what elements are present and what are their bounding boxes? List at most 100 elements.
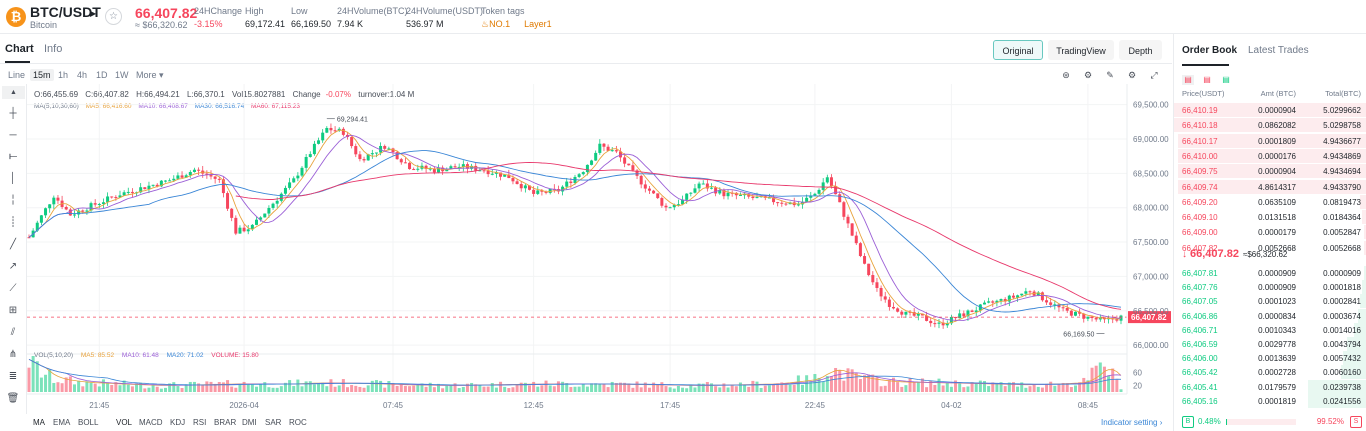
volume-bar xyxy=(714,386,718,392)
volume-bar xyxy=(234,387,238,392)
candle-body xyxy=(569,181,573,184)
depth-button[interactable]: Depth xyxy=(1119,40,1162,60)
indicator-vol[interactable]: VOL xyxy=(116,418,133,427)
indicator-kdj[interactable]: KDJ xyxy=(170,418,186,427)
tag-layer1[interactable]: Layer1 xyxy=(524,19,552,29)
bid-row[interactable]: 66,406.59 0.0029778 0.0043794 xyxy=(1174,337,1366,351)
ask-row[interactable]: 66,409.10 0.0131518 0.0184364 xyxy=(1174,210,1366,225)
volume-bar xyxy=(912,381,916,392)
fullscreen-icon[interactable]: ⤢ xyxy=(1150,70,1158,80)
volume-bar xyxy=(949,386,953,392)
bid-row[interactable]: 66,407.76 0.0000909 0.0001818 xyxy=(1174,280,1366,295)
bid-row[interactable]: 66,405.41 0.0179579 0.0239738 xyxy=(1174,379,1366,394)
settings-icon[interactable]: ⚙ xyxy=(1083,70,1093,80)
ray-line-icon[interactable]: ↗ xyxy=(8,261,18,272)
candle-body xyxy=(801,201,804,205)
indicator-icon[interactable]: ⊛ xyxy=(1062,70,1070,80)
bid-row[interactable]: 66,407.05 0.0001023 0.0002841 xyxy=(1174,294,1366,309)
volume-bar xyxy=(523,382,527,392)
bid-row[interactable]: 66,406.00 0.0013639 0.0057432 xyxy=(1174,351,1366,366)
indicator-boll[interactable]: BOLL xyxy=(78,418,99,427)
delete-drawings-icon[interactable]: 🗑 xyxy=(6,393,20,404)
collapse-toolbar-icon[interactable]: ▲ xyxy=(2,86,25,99)
segment-line-icon[interactable]: ⟋ xyxy=(9,283,17,294)
candle-body xyxy=(1061,307,1065,309)
interval-15m[interactable]: 15m xyxy=(30,69,54,81)
vertical-segment-icon[interactable]: ┊ xyxy=(9,217,17,228)
indicator-brar[interactable]: BRAR xyxy=(214,418,237,427)
tab-latest-trades[interactable]: Latest Trades xyxy=(1248,45,1309,56)
ask-row[interactable]: 66,410.00 0.0000176 4.9434869 xyxy=(1174,148,1366,163)
volume-bar xyxy=(374,380,378,392)
candle-body xyxy=(350,137,354,147)
trend-line-icon[interactable]: ╱ xyxy=(9,239,17,250)
bid-row[interactable]: 66,407.81 0.0000909 0.0000909 xyxy=(1174,266,1366,280)
price-line-icon[interactable]: ╎ xyxy=(9,195,17,206)
volume-bar xyxy=(48,369,52,392)
pair-title[interactable]: BTC/USDT xyxy=(30,4,101,20)
interval-more[interactable]: More ▾ xyxy=(136,70,164,81)
ask-row[interactable]: 66,407.82 0.0052668 0.0052668 xyxy=(1174,240,1366,255)
ask-row[interactable]: 66,410.18 0.0862082 5.0298758 xyxy=(1174,118,1366,133)
candle-body xyxy=(192,169,196,172)
bid-row[interactable]: 66,406.71 0.0010343 0.0014016 xyxy=(1174,322,1366,337)
candle-body xyxy=(945,323,949,326)
candle-body xyxy=(412,169,416,171)
parallel-channel-icon[interactable]: ⫽ xyxy=(10,327,16,338)
interval-4h[interactable]: 4h xyxy=(77,70,88,80)
ask-row[interactable]: 66,410.17 0.0001809 4.9436677 xyxy=(1174,133,1366,148)
indicator-roc[interactable]: ROC xyxy=(289,418,307,427)
indicator-sar[interactable]: SAR xyxy=(265,418,282,427)
price-channel-icon[interactable]: ⊞ xyxy=(8,305,18,316)
indicator-dmi[interactable]: DMI xyxy=(242,418,257,427)
ask-row[interactable]: 66,409.74 4.8614317 4.9433790 xyxy=(1174,179,1366,194)
interval-1w[interactable]: 1W xyxy=(115,70,129,80)
pitchfork-icon[interactable]: ⋔ xyxy=(8,349,18,360)
y-tick-label: 68,500.00 xyxy=(1133,169,1169,178)
indicator-ma[interactable]: MA xyxy=(33,418,45,427)
bid-row[interactable]: 66,405.42 0.0002728 0.0060160 xyxy=(1174,365,1366,380)
interval-1h[interactable]: 1h xyxy=(58,70,69,80)
tradingview-button[interactable]: TradingView xyxy=(1048,40,1114,60)
asks-only-icon[interactable]: ▤ xyxy=(1203,75,1211,84)
tag-no1[interactable]: NO.1 xyxy=(489,19,511,29)
ask-row[interactable]: 66,409.00 0.0000179 0.0052847 xyxy=(1174,225,1366,240)
tab-chart[interactable]: Chart xyxy=(5,43,34,55)
row-amount: 0.0000909 xyxy=(1258,269,1296,278)
ask-row[interactable]: 66,409.20 0.0635109 0.0819473 xyxy=(1174,194,1366,209)
ask-row[interactable]: 66,410.19 0.0000904 5.0299662 xyxy=(1174,103,1366,117)
gear-icon[interactable]: ⚙ xyxy=(1127,70,1137,80)
horizontal-line-icon[interactable]: ─ xyxy=(9,130,17,141)
tab-info[interactable]: Info xyxy=(44,43,63,55)
bid-row[interactable]: 66,405.16 0.0001819 0.0241556 xyxy=(1174,393,1366,408)
indicator-setting-link[interactable]: Indicator setting › xyxy=(1101,418,1162,427)
candle-body xyxy=(1115,319,1119,321)
caret-right-icon[interactable]: ▶ xyxy=(90,9,97,18)
crosshair-icon[interactable]: ┼ xyxy=(9,108,17,119)
ask-row[interactable]: 66,409.75 0.0000904 4.9434694 xyxy=(1174,164,1366,179)
original-view-button[interactable]: Original xyxy=(993,40,1043,60)
candle-body xyxy=(577,174,581,177)
candle-body xyxy=(536,190,540,194)
both-sides-icon[interactable]: ▤ xyxy=(1182,75,1194,85)
candle-body xyxy=(126,191,130,193)
indicator-ema[interactable]: EMA xyxy=(53,418,71,427)
candle-body xyxy=(1074,311,1077,316)
volume-bar xyxy=(718,387,722,392)
bids-only-icon[interactable]: ▤ xyxy=(1222,75,1230,84)
interval-1d[interactable]: 1D xyxy=(96,70,108,80)
star-icon[interactable]: ☆ xyxy=(105,8,122,25)
candle-body xyxy=(925,315,929,321)
fibonacci-icon[interactable]: ≣ xyxy=(8,371,18,382)
tab-order-book[interactable]: Order Book xyxy=(1182,45,1238,56)
row-total: 0.0184364 xyxy=(1323,213,1361,223)
bid-row[interactable]: 66,406.86 0.0000834 0.0003674 xyxy=(1174,308,1366,323)
draw-pencil-icon[interactable]: ✎ xyxy=(1106,70,1114,80)
vertical-line-icon[interactable]: │ xyxy=(9,173,17,184)
horizontal-ray-icon[interactable]: ⟝ xyxy=(8,151,18,162)
interval-line[interactable]: Line xyxy=(8,70,26,80)
indicator-macd[interactable]: MACD xyxy=(139,418,163,427)
candle-body xyxy=(217,178,221,180)
indicator-rsi[interactable]: RSI xyxy=(193,418,207,427)
